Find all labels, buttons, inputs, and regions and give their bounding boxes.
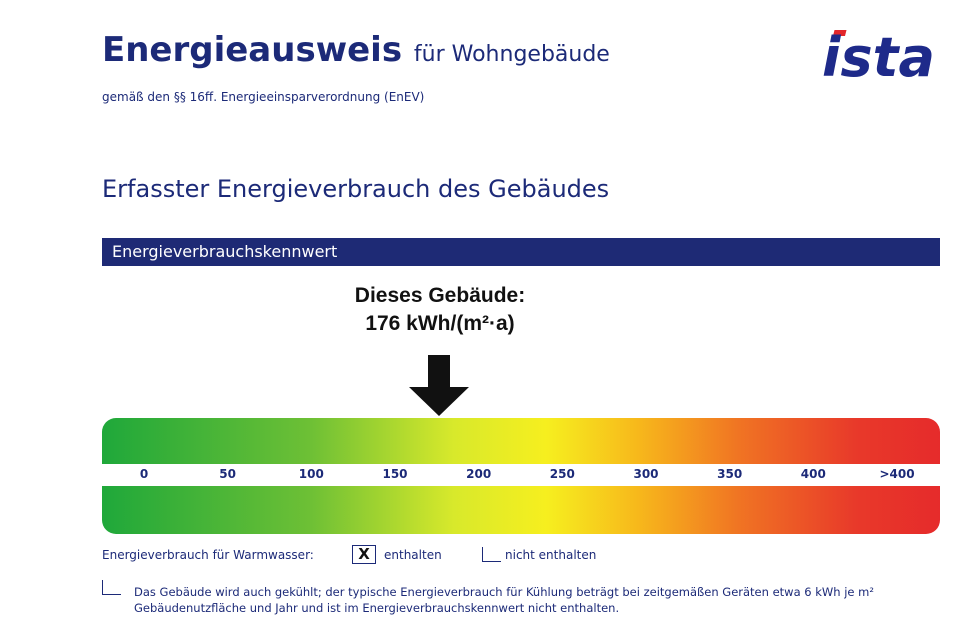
section-bar: Energieverbrauchskennwert — [102, 238, 940, 266]
scale-tick-label: 0 — [139, 467, 149, 481]
warmwater-included-label: enthalten — [384, 548, 442, 562]
scale-tick-row: 0 50 100 150 200 250 300 350 400 >400 — [102, 464, 940, 486]
title-suffix-text: für Wohngebäude — [413, 42, 610, 67]
energy-scale: 0 50 100 150 200 250 300 350 400 >400 — [102, 418, 940, 538]
scale-band-top — [102, 418, 940, 464]
warmwater-not-included-label: nicht enthalten — [505, 548, 597, 562]
warmwater-row: Energieverbrauch für Warmwasser: X entha… — [102, 545, 662, 565]
document-title: Energieausweis für Wohngebäude — [102, 30, 610, 70]
document-subtitle: gemäß den §§ 16ff. Energieeinsparverordn… — [102, 90, 425, 104]
warmwater-not-included-checkbox[interactable] — [482, 547, 501, 562]
warmwater-included-checkbox[interactable]: X — [352, 545, 376, 564]
warmwater-label: Energieverbrauch für Warmwasser: — [102, 548, 314, 562]
section-heading: Erfasster Energieverbrauch des Gebäudes — [102, 175, 610, 203]
logo-text: ista — [822, 26, 935, 84]
cooling-checkbox[interactable] — [102, 580, 121, 595]
ista-logo: ista — [822, 26, 935, 84]
scale-tick-label: 100 — [298, 467, 324, 481]
scale-tick-label: >400 — [879, 467, 915, 481]
scale-tick-label: 150 — [382, 467, 408, 481]
scale-tick-label: 300 — [633, 467, 659, 481]
building-label-line2: 176 kWh/(m²·a) — [365, 312, 515, 335]
building-value-label: Dieses Gebäude: 176 kWh/(m²·a) — [300, 282, 580, 338]
building-label-line1: Dieses Gebäude: — [354, 284, 526, 307]
down-arrow-icon — [408, 355, 469, 416]
title-main-text: Energieausweis — [102, 30, 403, 70]
scale-tick-label: 200 — [466, 467, 492, 481]
scale-tick-label: 350 — [717, 467, 743, 481]
logo-dot — [833, 30, 847, 36]
cooling-note: Das Gebäude wird auch gekühlt; der typis… — [134, 585, 874, 615]
scale-tick-label: 50 — [219, 467, 236, 481]
scale-tick-label: 250 — [549, 467, 575, 481]
scale-tick-label: 400 — [800, 467, 826, 481]
scale-band-bottom — [102, 486, 940, 534]
